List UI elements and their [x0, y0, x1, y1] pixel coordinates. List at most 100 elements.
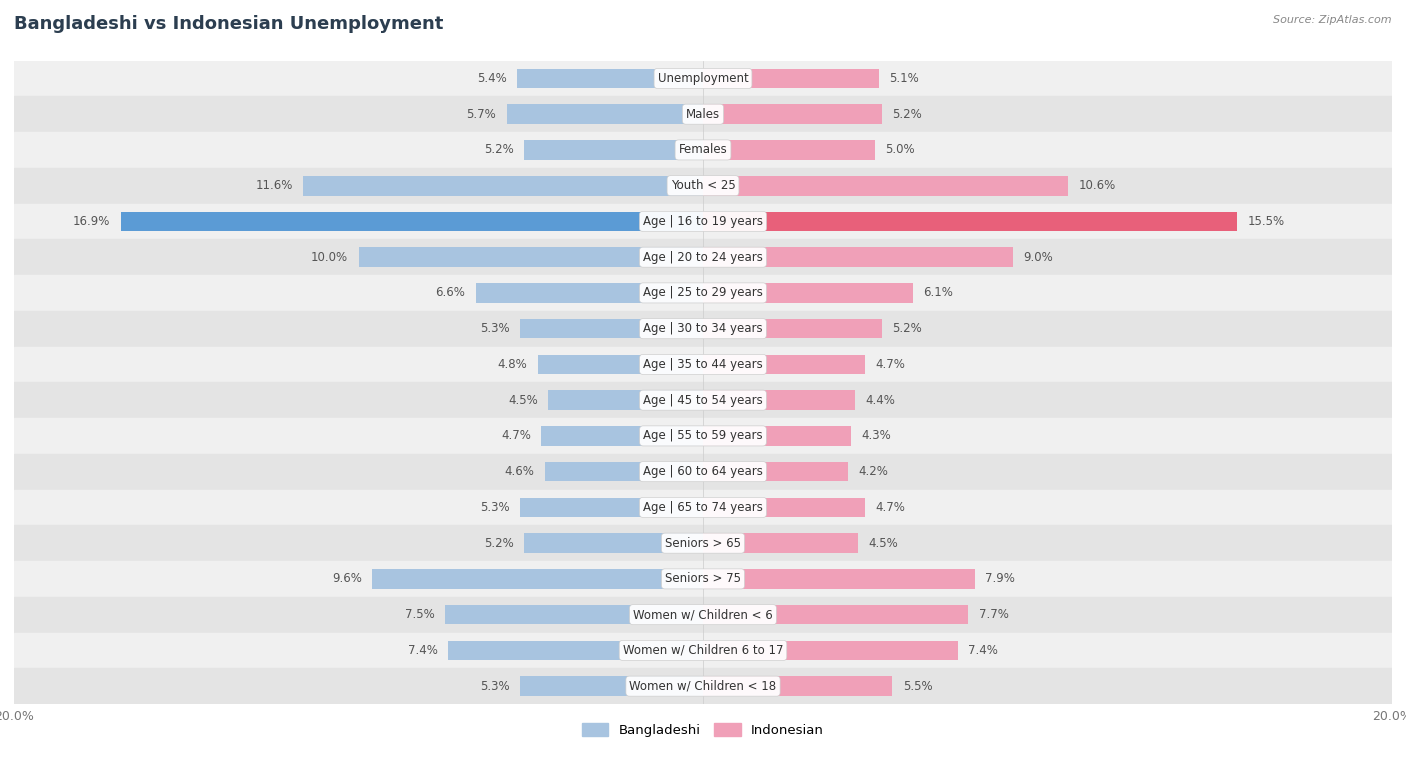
Bar: [703, 426, 851, 446]
Text: 5.5%: 5.5%: [903, 680, 932, 693]
Bar: [703, 676, 893, 696]
Text: Age | 35 to 44 years: Age | 35 to 44 years: [643, 358, 763, 371]
Bar: [703, 140, 875, 160]
Text: 4.7%: 4.7%: [875, 501, 905, 514]
Text: Unemployment: Unemployment: [658, 72, 748, 85]
Text: Women w/ Children 6 to 17: Women w/ Children 6 to 17: [623, 644, 783, 657]
Bar: [703, 212, 1237, 231]
Text: 5.3%: 5.3%: [481, 680, 510, 693]
Text: 7.4%: 7.4%: [969, 644, 998, 657]
Text: 7.7%: 7.7%: [979, 608, 1008, 621]
Text: 4.4%: 4.4%: [865, 394, 894, 407]
Bar: [14, 561, 1392, 597]
Bar: [14, 453, 1392, 490]
Bar: [14, 347, 1392, 382]
Text: 4.7%: 4.7%: [501, 429, 531, 442]
Text: 5.3%: 5.3%: [481, 501, 510, 514]
Bar: [14, 239, 1392, 275]
Text: 7.5%: 7.5%: [405, 608, 434, 621]
Text: Seniors > 65: Seniors > 65: [665, 537, 741, 550]
Bar: [524, 140, 703, 160]
Text: 5.4%: 5.4%: [477, 72, 506, 85]
Bar: [14, 525, 1392, 561]
Bar: [520, 676, 703, 696]
Text: 5.7%: 5.7%: [467, 107, 496, 120]
Text: 4.7%: 4.7%: [875, 358, 905, 371]
Bar: [524, 534, 703, 553]
Text: Seniors > 75: Seniors > 75: [665, 572, 741, 585]
Bar: [548, 391, 703, 410]
Bar: [449, 640, 703, 660]
Text: Females: Females: [679, 143, 727, 157]
Bar: [703, 605, 969, 625]
Bar: [541, 426, 703, 446]
Text: Age | 45 to 54 years: Age | 45 to 54 years: [643, 394, 763, 407]
Text: 16.9%: 16.9%: [73, 215, 111, 228]
Text: 9.0%: 9.0%: [1024, 251, 1053, 263]
Legend: Bangladeshi, Indonesian: Bangladeshi, Indonesian: [576, 718, 830, 743]
Bar: [444, 605, 703, 625]
Text: 6.1%: 6.1%: [924, 286, 953, 300]
Bar: [703, 319, 882, 338]
Bar: [14, 668, 1392, 704]
Bar: [14, 61, 1392, 96]
Bar: [14, 168, 1392, 204]
Text: Age | 20 to 24 years: Age | 20 to 24 years: [643, 251, 763, 263]
Text: 4.6%: 4.6%: [505, 465, 534, 478]
Bar: [517, 69, 703, 89]
Text: Age | 65 to 74 years: Age | 65 to 74 years: [643, 501, 763, 514]
Bar: [703, 104, 882, 124]
Text: Age | 55 to 59 years: Age | 55 to 59 years: [643, 429, 763, 442]
Bar: [14, 204, 1392, 239]
Text: 5.1%: 5.1%: [889, 72, 918, 85]
Bar: [703, 569, 976, 589]
Bar: [544, 462, 703, 481]
Bar: [520, 497, 703, 517]
Bar: [703, 391, 855, 410]
Bar: [14, 633, 1392, 668]
Text: Source: ZipAtlas.com: Source: ZipAtlas.com: [1274, 15, 1392, 25]
Text: Women w/ Children < 6: Women w/ Children < 6: [633, 608, 773, 621]
Text: 9.6%: 9.6%: [332, 572, 361, 585]
Bar: [537, 354, 703, 374]
Text: Males: Males: [686, 107, 720, 120]
Bar: [14, 597, 1392, 633]
Bar: [703, 69, 879, 89]
Text: 7.4%: 7.4%: [408, 644, 437, 657]
Text: Age | 30 to 34 years: Age | 30 to 34 years: [643, 322, 763, 335]
Text: 15.5%: 15.5%: [1247, 215, 1285, 228]
Bar: [14, 96, 1392, 132]
Text: 6.6%: 6.6%: [436, 286, 465, 300]
Bar: [703, 248, 1012, 267]
Text: 5.2%: 5.2%: [484, 143, 513, 157]
Bar: [121, 212, 703, 231]
Text: 7.9%: 7.9%: [986, 572, 1015, 585]
Text: Youth < 25: Youth < 25: [671, 179, 735, 192]
Bar: [703, 283, 912, 303]
Text: 10.0%: 10.0%: [311, 251, 349, 263]
Bar: [703, 534, 858, 553]
Text: 11.6%: 11.6%: [256, 179, 292, 192]
Text: 10.6%: 10.6%: [1078, 179, 1116, 192]
Text: 5.2%: 5.2%: [484, 537, 513, 550]
Bar: [703, 640, 957, 660]
Text: Bangladeshi vs Indonesian Unemployment: Bangladeshi vs Indonesian Unemployment: [14, 15, 443, 33]
Text: 4.5%: 4.5%: [869, 537, 898, 550]
Bar: [703, 497, 865, 517]
Text: 4.3%: 4.3%: [862, 429, 891, 442]
Bar: [475, 283, 703, 303]
Bar: [703, 354, 865, 374]
Text: Age | 60 to 64 years: Age | 60 to 64 years: [643, 465, 763, 478]
Text: 4.8%: 4.8%: [498, 358, 527, 371]
Text: 5.3%: 5.3%: [481, 322, 510, 335]
Bar: [14, 418, 1392, 453]
Bar: [304, 176, 703, 195]
Text: 5.0%: 5.0%: [886, 143, 915, 157]
Text: 5.2%: 5.2%: [893, 107, 922, 120]
Text: 4.2%: 4.2%: [858, 465, 887, 478]
Text: Women w/ Children < 18: Women w/ Children < 18: [630, 680, 776, 693]
Bar: [359, 248, 703, 267]
Bar: [14, 382, 1392, 418]
Text: 5.2%: 5.2%: [893, 322, 922, 335]
Bar: [373, 569, 703, 589]
